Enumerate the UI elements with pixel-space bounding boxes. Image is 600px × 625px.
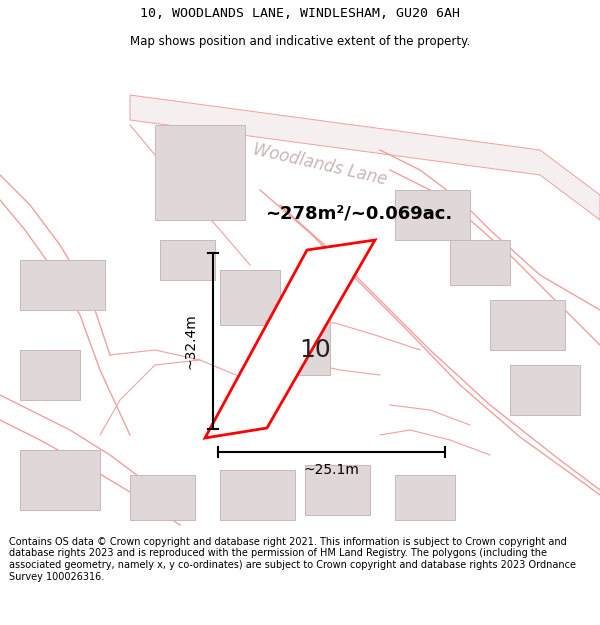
Polygon shape: [160, 240, 215, 280]
Text: ~278m²/~0.069ac.: ~278m²/~0.069ac.: [265, 204, 452, 222]
Text: 10, WOODLANDS LANE, WINDLESHAM, GU20 6AH: 10, WOODLANDS LANE, WINDLESHAM, GU20 6AH: [140, 8, 460, 20]
Polygon shape: [395, 475, 455, 520]
Polygon shape: [490, 300, 565, 350]
Text: ~25.1m: ~25.1m: [304, 463, 359, 477]
Text: Map shows position and indicative extent of the property.: Map shows position and indicative extent…: [130, 35, 470, 48]
Polygon shape: [205, 240, 375, 438]
Polygon shape: [265, 320, 330, 375]
Text: ~32.4m: ~32.4m: [184, 313, 198, 369]
Polygon shape: [220, 470, 295, 520]
Text: 10: 10: [299, 338, 331, 362]
Polygon shape: [20, 260, 105, 310]
Text: Contains OS data © Crown copyright and database right 2021. This information is : Contains OS data © Crown copyright and d…: [9, 537, 576, 582]
Polygon shape: [130, 95, 600, 220]
Polygon shape: [305, 465, 370, 515]
Polygon shape: [510, 365, 580, 415]
Polygon shape: [450, 240, 510, 285]
Text: Woodlands Lane: Woodlands Lane: [251, 141, 389, 189]
Polygon shape: [20, 350, 80, 400]
Polygon shape: [20, 450, 100, 510]
Polygon shape: [130, 475, 195, 520]
Polygon shape: [395, 190, 470, 240]
Polygon shape: [220, 270, 280, 325]
Polygon shape: [155, 125, 245, 220]
